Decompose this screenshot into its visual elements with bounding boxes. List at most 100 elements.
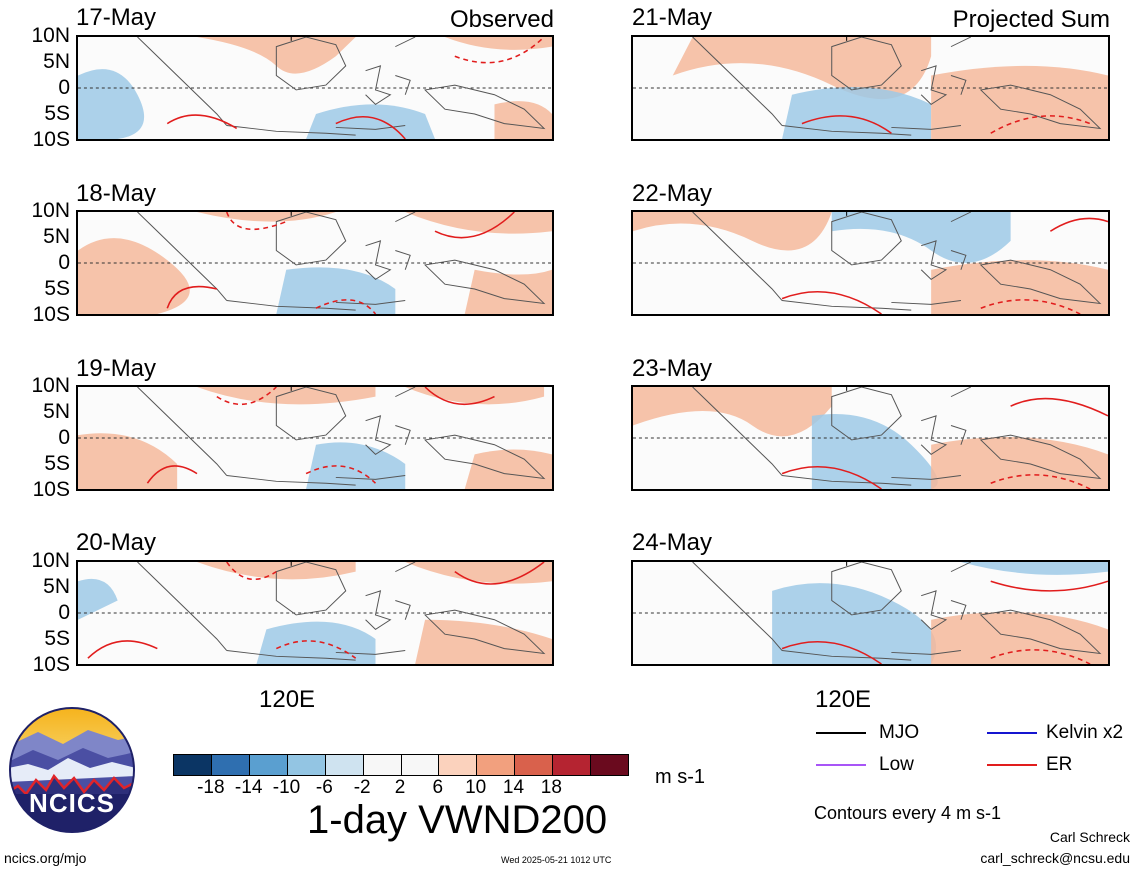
coastline — [950, 562, 972, 573]
positive-anomaly-region — [78, 238, 190, 314]
er-contour — [454, 37, 545, 64]
er-contour — [434, 212, 515, 239]
latitude-label: 10S — [32, 303, 70, 326]
er-contour — [166, 285, 218, 309]
colorbar-swatch — [174, 755, 212, 775]
map-panel-22-may — [631, 210, 1110, 316]
negative-anomaly-region — [306, 442, 406, 489]
positive-anomaly-region — [494, 101, 552, 139]
latitude-label: 0 — [58, 601, 70, 624]
footer-email: carl_schreck@ncsu.edu — [980, 850, 1130, 866]
er-contour — [424, 387, 495, 405]
coastline — [979, 259, 1102, 305]
er-contour — [1010, 397, 1108, 417]
latitude-label: 10N — [31, 24, 70, 47]
colorbar — [173, 754, 629, 776]
map-panel-20-may — [76, 560, 554, 666]
date-label-23-may: 23-May — [632, 355, 713, 382]
negative-anomaly-region — [772, 583, 937, 664]
er-contour — [315, 299, 377, 314]
latitude-label: 5N — [43, 575, 70, 598]
map-panel-18-may — [76, 210, 554, 316]
latitude-label: 5N — [43, 50, 70, 73]
negative-anomaly-region — [78, 578, 118, 620]
colorbar-tick-label: 18 — [540, 777, 562, 798]
coastline — [226, 125, 356, 136]
coastline — [395, 387, 416, 398]
legend-line-er — [987, 764, 1037, 766]
positive-anomaly-region — [405, 212, 552, 234]
map-field — [633, 37, 1108, 139]
coastline — [781, 650, 912, 661]
er-contour — [990, 474, 1091, 489]
colorbar-swatch — [553, 755, 592, 775]
negative-anomaly-region — [276, 267, 396, 314]
er-contour — [216, 387, 277, 405]
colorbar-tick-label: -14 — [234, 777, 263, 798]
longitude-label-right: 120E — [815, 686, 872, 713]
er-contour — [87, 640, 158, 659]
coastline — [891, 125, 961, 130]
coastline — [395, 75, 411, 95]
colorbar-swatch — [439, 755, 478, 775]
ncics-logo: NCICS — [8, 706, 136, 834]
coastline — [395, 37, 416, 48]
date-label-20-may: 20-May — [76, 529, 157, 556]
er-contour — [1049, 217, 1108, 232]
coastline — [226, 300, 356, 311]
colorbar-tick-label: -6 — [315, 777, 333, 798]
date-label-19-may: 19-May — [76, 355, 157, 382]
legend-label-kelvin: Kelvin x2 — [1046, 722, 1124, 743]
map-panel-24-may — [631, 560, 1110, 666]
coastline — [831, 37, 902, 91]
positive-anomaly-region — [196, 212, 336, 222]
coastline — [891, 650, 961, 655]
er-contour — [166, 114, 238, 130]
latitude-label: 10N — [31, 374, 70, 397]
date-label-17-may: 17-May — [76, 4, 157, 31]
footer-author: Carl Schreck — [1049, 829, 1130, 845]
coastline — [920, 65, 948, 105]
positive-anomaly-region — [931, 612, 1108, 664]
colorbar-tick-label: 14 — [502, 777, 525, 798]
positive-anomaly-region — [672, 37, 932, 100]
coastline — [275, 562, 347, 616]
coastline — [781, 475, 912, 486]
coastline — [831, 562, 902, 616]
latitude-label: 0 — [58, 426, 70, 449]
latitude-label: 10N — [31, 199, 70, 222]
latitude-label: 5S — [44, 102, 70, 125]
colorbar-swatch — [363, 755, 402, 775]
colorbar-tick-label: -18 — [197, 777, 225, 798]
coastline — [950, 75, 967, 95]
er-contour — [801, 115, 892, 134]
coastline — [395, 250, 411, 270]
colorbar-swatch — [477, 755, 516, 775]
legend-line-mjo — [816, 732, 866, 734]
coastline — [424, 259, 546, 305]
colorbar-swatch — [401, 755, 440, 775]
coastline — [950, 600, 967, 620]
er-contour — [990, 115, 1091, 134]
colorbar-tick-label: 2 — [394, 777, 406, 798]
coastline — [275, 387, 347, 441]
colorbar-tick-label: 6 — [432, 777, 444, 798]
coastline — [891, 475, 961, 480]
date-label-24-may: 24-May — [632, 529, 713, 556]
colorbar-tick-label: -2 — [353, 777, 371, 798]
positive-anomaly-region — [405, 562, 552, 584]
coastline — [226, 650, 356, 661]
coastline — [920, 590, 948, 630]
coastline — [226, 475, 356, 486]
latitude-label: 5N — [43, 225, 70, 248]
longitude-label-left: 120E — [259, 686, 316, 713]
latitude-label: 10S — [32, 128, 70, 151]
latitude-label: 10S — [32, 653, 70, 676]
coastline — [950, 387, 972, 398]
negative-anomaly-region — [306, 104, 435, 139]
map-field — [633, 212, 1108, 314]
coastline — [365, 65, 392, 105]
er-contour — [275, 640, 357, 659]
map-field — [78, 37, 552, 139]
map-panel-21-may — [631, 35, 1110, 141]
